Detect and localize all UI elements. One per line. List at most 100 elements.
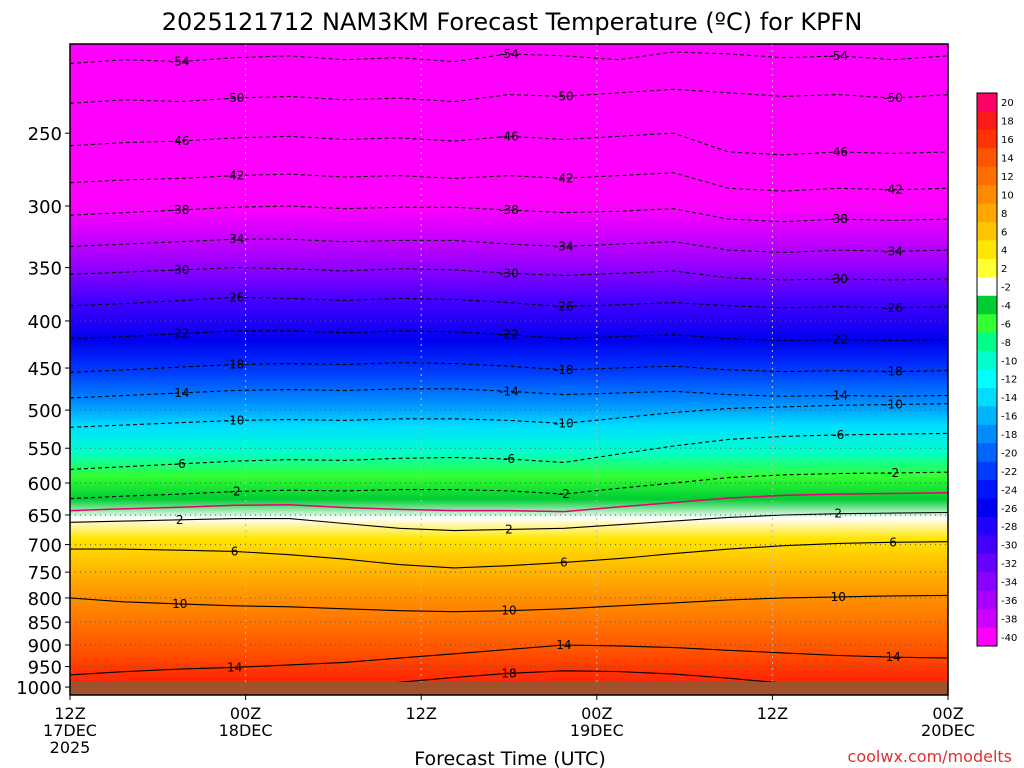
colorbar-label: -38 [1001, 614, 1017, 625]
x-axis-label: Forecast Time (UTC) [414, 748, 605, 768]
colorbar-swatch [977, 535, 997, 555]
y-tick-label: 500 [28, 401, 62, 422]
isotherm-label: 14 [227, 660, 242, 674]
colorbar-swatch [977, 424, 997, 444]
isotherm-label: 14 [885, 650, 900, 664]
colorbar-swatch [977, 627, 997, 647]
colorbar-swatch [977, 369, 997, 389]
colorbar-label: -4 [1001, 301, 1011, 312]
credit-text: coolwx.com/modelts [848, 747, 1012, 766]
colorbar-swatch [977, 166, 997, 186]
ground-layer [70, 682, 948, 695]
isotherm-label: -14 [499, 384, 519, 398]
isotherm-label: -14 [828, 388, 848, 402]
colorbar-swatch [977, 111, 997, 131]
colorbar-swatch [977, 590, 997, 610]
colorbar-label: 12 [1001, 172, 1014, 183]
isotherm-label: -30 [170, 263, 190, 277]
isotherm-label: -26 [883, 301, 903, 315]
isotherm-label: -38 [499, 203, 519, 217]
colorbar-frame [976, 92, 998, 647]
y-tick-label: 250 [28, 124, 62, 145]
isotherm-label: -26 [554, 300, 574, 314]
isotherm-label: -6 [832, 428, 844, 442]
colorbar-label: -30 [1001, 541, 1017, 552]
x-tick-label: 12Z [757, 704, 788, 723]
isotherm-label: 10 [831, 590, 846, 604]
colorbar-swatch [977, 332, 997, 352]
colorbar-label: -10 [1001, 356, 1017, 367]
plot-frame [69, 43, 949, 696]
colorbar-swatch [977, 480, 997, 500]
isotherm-label: -22 [170, 327, 190, 341]
isotherm-label: -10 [554, 416, 574, 430]
colorbar-swatch [977, 295, 997, 315]
isotherm-line [70, 594, 948, 613]
isotherm-label: -18 [225, 357, 245, 371]
y-tick-label: 300 [28, 197, 62, 218]
y-tick-label: 650 [28, 506, 62, 527]
isotherm-label: 6 [231, 544, 239, 558]
colorbar-swatch [977, 406, 997, 426]
colorbar-label: 4 [1001, 246, 1007, 257]
colorbar-label: -28 [1001, 522, 1017, 533]
colorbar-swatch [977, 572, 997, 592]
colorbar-label: 8 [1001, 209, 1007, 220]
colorbar: 20 18 16 14 12 10 8 6 4 2 -2 -4 -6 -8 -10 -12 -14 -16 -18 -… [976, 92, 1017, 647]
isotherm-label: -50 [225, 91, 245, 105]
x-tick-label: 12Z [406, 704, 437, 723]
isotherm-label: 10 [172, 597, 187, 611]
colorbar-swatch [977, 185, 997, 205]
colorbar-label: 20 [1001, 98, 1014, 109]
colorbar-label: 2 [1001, 264, 1007, 275]
x-tick-label: 20DEC [921, 721, 975, 740]
isotherm-label: 2 [834, 507, 842, 521]
y-tick-label: 950 [28, 658, 62, 679]
colorbar-label: -24 [1001, 485, 1017, 496]
isotherm-label: -50 [883, 91, 903, 105]
colorbar-label: -2 [1001, 283, 1011, 294]
isotherm-label: -46 [499, 129, 519, 143]
colorbar-label: -34 [1001, 577, 1017, 588]
colorbar-swatch [977, 277, 997, 297]
y-tick-label: 800 [28, 589, 62, 610]
colorbar-swatch [977, 351, 997, 370]
temperature-field [70, 44, 948, 695]
colorbar-label: -14 [1001, 393, 1017, 404]
isotherm-label: -2 [887, 466, 899, 480]
colorbar-swatch [977, 258, 997, 278]
isotherm-label: -42 [225, 169, 245, 183]
isotherm-line [70, 644, 948, 676]
x-tick-label: 18DEC [219, 721, 273, 740]
colorbar-swatch [977, 516, 997, 536]
colorbar-label: -26 [1001, 504, 1017, 515]
isotherm-label: -2 [229, 485, 241, 499]
colorbar-swatch [977, 222, 997, 241]
x-tick-label: 00Z [581, 704, 612, 723]
isotherm-label: -38 [828, 212, 848, 226]
colorbar-swatch [977, 609, 997, 629]
isotherm-label: -14 [170, 386, 190, 400]
y-tick-label: 600 [28, 474, 62, 495]
isotherm-label: -34 [554, 240, 574, 254]
y-tick-label: 750 [28, 563, 62, 584]
isotherm-labels: -54 -54 -54 -50 -50 -50 -46 -46 -46 -42 -42 -42 -38 -… [170, 47, 903, 695]
isotherm-label: -18 [554, 363, 574, 377]
colorbar-label: 18 [1001, 117, 1014, 128]
isotherm-label: -34 [225, 232, 245, 246]
isotherm-label: -30 [499, 266, 519, 280]
colorbar-swatch [977, 314, 997, 334]
y-axis: 2503003504004505005506006507007508008509… [16, 124, 70, 699]
freezing-line [70, 492, 948, 513]
x-tick-label: 17DEC [43, 721, 97, 740]
plot-area: -54 -54 -54 -50 -50 -50 -46 -46 -46 -42 -42 -42 -38 -… [70, 44, 948, 695]
isotherm-label: -54 [170, 55, 190, 69]
isotherm-label: -10 [883, 397, 903, 411]
y-tick-label: 350 [28, 259, 62, 280]
x-tick-label: 12Z [54, 704, 85, 723]
isotherm-label: -42 [554, 171, 574, 185]
isotherm-label: -26 [225, 290, 245, 304]
colorbar-label: 10 [1001, 190, 1014, 201]
isotherm-label: -54 [499, 47, 519, 61]
